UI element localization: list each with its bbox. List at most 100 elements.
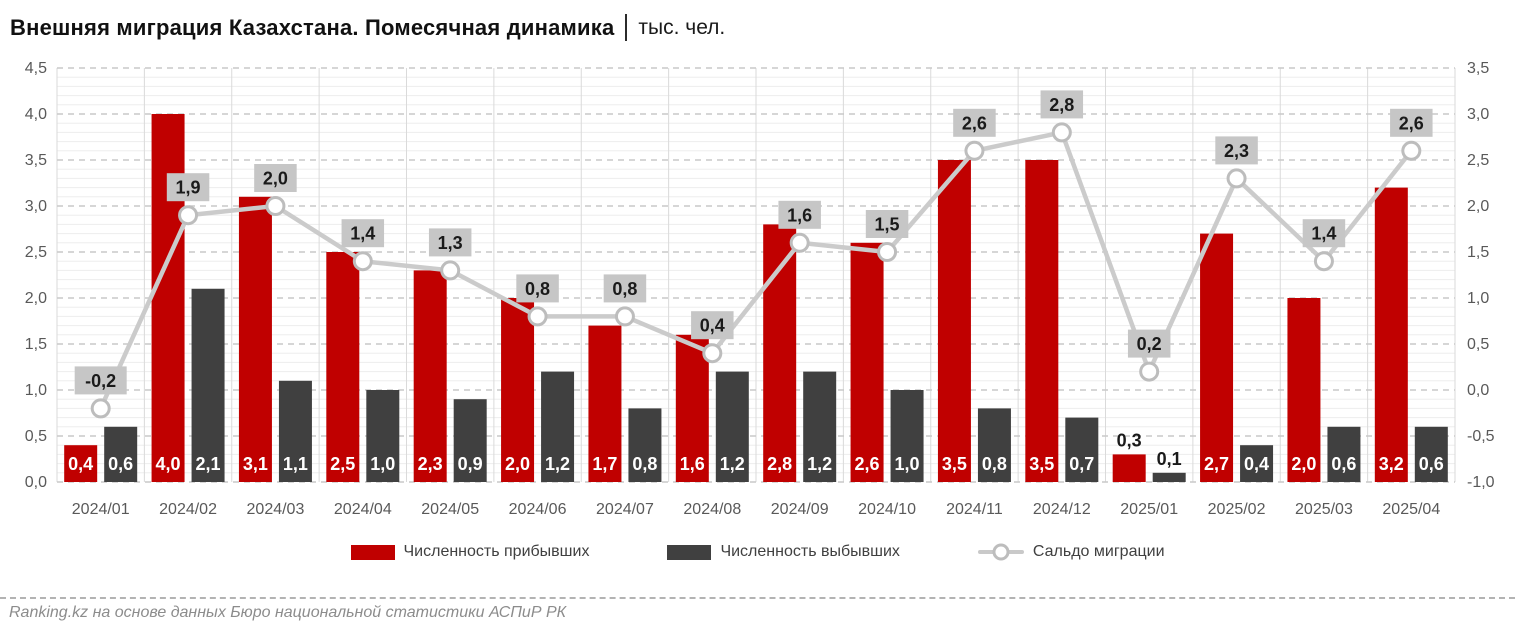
saldo-label-box xyxy=(691,311,734,340)
bar-value-label: 0,9 xyxy=(458,454,483,474)
bar-arrivals-2024/07 xyxy=(588,325,622,482)
saldo-label: 2,6 xyxy=(962,113,987,133)
saldo-label-box xyxy=(865,210,909,238)
saldo-line xyxy=(98,130,1414,411)
bar-arrivals-2025/04 xyxy=(1374,187,1408,482)
saldo-label-box xyxy=(1215,136,1258,165)
page-title: Внешняя миграция Казахстана. Помесячная … xyxy=(10,14,615,40)
category-label: 2024/06 xyxy=(509,501,567,518)
legend-item-saldo: Сальдо миграции xyxy=(977,543,1165,561)
left-axis-tick: 0,5 xyxy=(25,428,47,445)
title-unit: тыс. чел. xyxy=(638,15,726,39)
saldo-label-box xyxy=(516,274,559,303)
footer-divider xyxy=(0,597,1515,599)
bar-departures-2024/08 xyxy=(715,371,749,482)
category-label: 2024/10 xyxy=(858,501,916,518)
legend-label-departures: Численность выбывших xyxy=(720,543,900,560)
left-axis-tick: 2,0 xyxy=(25,290,47,307)
saldo-marker-2024/07 xyxy=(614,306,635,327)
bar-value-label: 3,5 xyxy=(1029,454,1054,474)
bar-departures-2024/01 xyxy=(104,426,138,482)
saldo-marker-2025/04 xyxy=(1401,140,1422,161)
right-axis-tick: 3,5 xyxy=(1467,60,1489,77)
bar-value-label: 0,3 xyxy=(1117,430,1142,450)
saldo-label-box xyxy=(428,228,472,257)
saldo-label-box xyxy=(254,164,297,192)
bar-value-label: 0,1 xyxy=(1157,449,1182,469)
bar-arrivals-2024/10 xyxy=(850,242,884,482)
bar-value-label: 2,6 xyxy=(855,454,880,474)
title-bar: Внешняя миграция Казахстана. Помесячная … xyxy=(10,14,725,41)
legend-label-saldo: Сальдо миграции xyxy=(1032,543,1165,560)
legend-item-departures: Численность выбывших xyxy=(667,543,900,561)
left-axis-tick: 0,0 xyxy=(25,474,47,491)
arrivals-swatch-icon xyxy=(350,544,395,560)
saldo-label: 1,4 xyxy=(350,224,375,244)
bar-value-label: 0,4 xyxy=(68,454,93,474)
bar-value-label: 0,6 xyxy=(108,454,133,474)
bar-value-label: 0,6 xyxy=(1331,454,1356,474)
category-label: 2024/02 xyxy=(159,501,217,518)
right-axis-tick: 0,0 xyxy=(1467,382,1489,399)
right-axis-tick: 1,0 xyxy=(1467,290,1489,307)
saldo-label: 0,8 xyxy=(612,279,637,299)
bar-departures-2025/03 xyxy=(1327,426,1361,482)
saldo-label-box xyxy=(74,366,127,395)
bar-arrivals-2024/04 xyxy=(326,252,360,482)
saldo-label-box xyxy=(778,200,821,229)
bar-arrivals-2024/11 xyxy=(937,160,971,482)
bar-departures-2024/10 xyxy=(890,390,924,482)
saldo-marker-2024/11 xyxy=(964,140,985,161)
saldo-label: 1,3 xyxy=(438,233,463,253)
bar-value-label: 2,0 xyxy=(505,454,530,474)
departures-swatch-icon xyxy=(667,544,712,560)
bar-departures-2024/12 xyxy=(1065,417,1099,482)
right-axis-tick: -0,5 xyxy=(1467,428,1495,445)
bar-value-label: 4,0 xyxy=(156,454,181,474)
bar-value-label: 1,0 xyxy=(370,454,395,474)
saldo-marker-2024/02 xyxy=(178,205,199,226)
category-label: 2024/09 xyxy=(771,501,829,518)
bar-departures-2024/09 xyxy=(803,371,837,482)
bar-value-label: 0,6 xyxy=(1419,454,1444,474)
bar-value-label: 1,1 xyxy=(283,454,308,474)
bar-value-label: 1,6 xyxy=(680,454,705,474)
bar-value-label: 2,8 xyxy=(767,454,792,474)
bar-value-label: 1,2 xyxy=(807,454,832,474)
bar-departures-2025/01 xyxy=(1152,472,1186,482)
bar-value-label: 0,7 xyxy=(1069,454,1094,474)
bar-arrivals-2024/03 xyxy=(238,196,272,483)
saldo-marker-2024/10 xyxy=(877,242,898,262)
saldo-label: 0,8 xyxy=(525,279,550,299)
bar-value-label: 2,5 xyxy=(330,454,355,474)
bar-value-label: 0,8 xyxy=(982,454,1007,474)
saldo-label: 1,5 xyxy=(875,215,900,235)
saldo-label: -0,2 xyxy=(85,371,116,391)
saldo-label: 0,2 xyxy=(1137,334,1162,354)
bar-departures-2024/06 xyxy=(541,371,575,482)
bar-departures-2024/03 xyxy=(278,380,312,482)
saldo-marker-2024/05 xyxy=(440,260,461,281)
saldo-marker-2024/03 xyxy=(265,196,286,216)
bar-arrivals-2024/08 xyxy=(675,334,709,482)
category-label: 2024/12 xyxy=(1033,501,1091,518)
saldo-marker-2024/09 xyxy=(789,232,810,253)
saldo-label-box xyxy=(341,219,385,248)
saldo-label-box xyxy=(1127,329,1171,358)
legend-item-arrivals: Численность прибывших xyxy=(350,543,589,561)
bar-departures-2024/07 xyxy=(628,408,662,482)
right-axis-tick: 2,5 xyxy=(1467,152,1489,169)
bar-arrivals-2024/09 xyxy=(763,224,797,482)
bar-arrivals-2024/06 xyxy=(501,298,535,482)
bar-arrivals-2024/05 xyxy=(413,270,447,482)
saldo-marker-2025/02 xyxy=(1226,168,1247,189)
category-label: 2025/04 xyxy=(1382,501,1440,518)
bar-value-label: 0,8 xyxy=(632,454,657,474)
saldo-line-icon xyxy=(977,543,1024,561)
category-label: 2024/11 xyxy=(946,501,1003,518)
left-axis-tick: 2,5 xyxy=(25,244,47,261)
saldo-label: 2,0 xyxy=(263,169,288,189)
saldo-marker-2024/08 xyxy=(702,343,723,364)
bar-arrivals-2025/01 xyxy=(1112,454,1146,482)
